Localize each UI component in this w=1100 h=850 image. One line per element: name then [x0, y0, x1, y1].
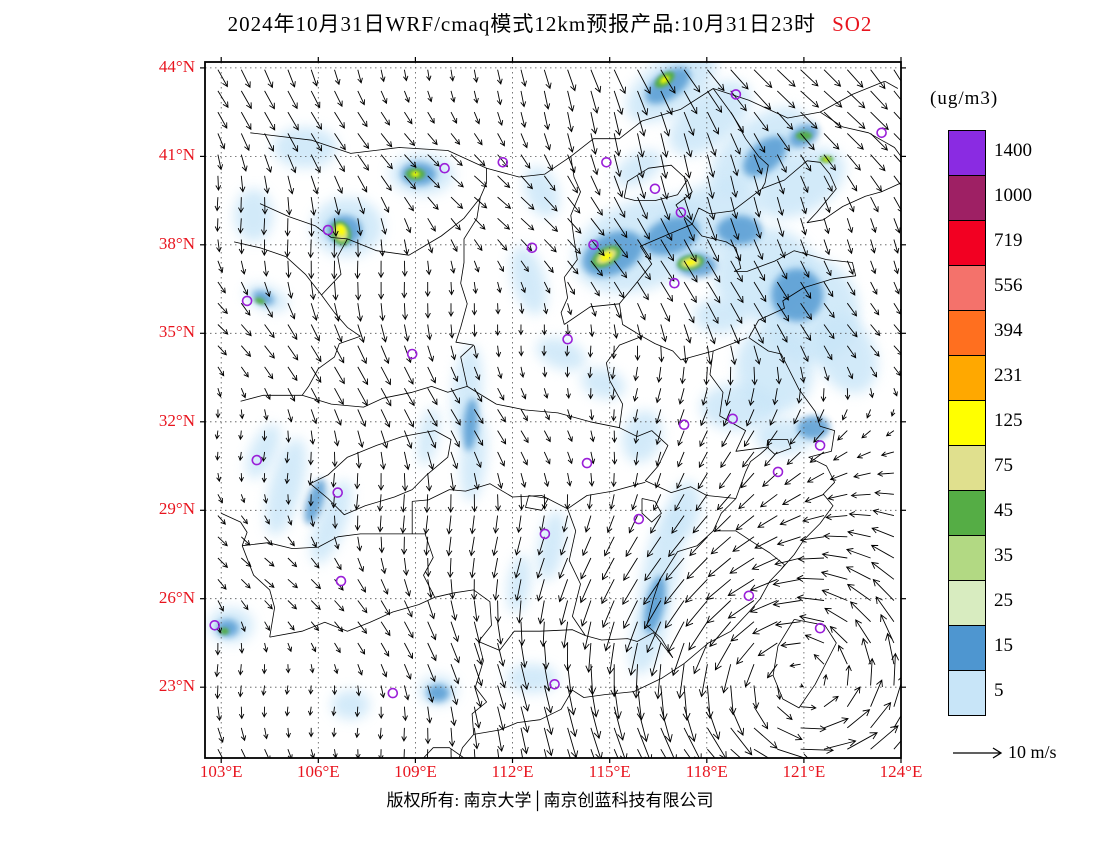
title-species: SO2: [832, 12, 873, 36]
legend-level-label: 394: [994, 320, 1023, 341]
legend-colorbar: [948, 130, 986, 716]
page-title: 2024年10月31日WRF/cmaq模式12km预报产品:10月31日23时 S…: [0, 8, 1100, 38]
legend-level-label: 556: [994, 275, 1023, 296]
graticule-grid-lines: [205, 62, 901, 758]
province-boundaries: [221, 80, 901, 758]
x-tick-label: 121°E: [782, 762, 826, 781]
wind-vector-layer: [214, 69, 901, 758]
y-tick-label: 44°N: [158, 56, 195, 76]
wind-reference-arrow: [953, 747, 1003, 759]
city-markers: [209, 89, 887, 699]
y-tick-label: 23°N: [158, 676, 195, 696]
title-text: 2024年10月31日WRF/cmaq模式12km预报产品:10月31日23时: [227, 12, 817, 36]
legend-level-label: 719: [994, 230, 1023, 251]
legend-level-label: 45: [994, 500, 1013, 521]
legend-swatch: [949, 581, 985, 626]
copyright: 版权所有: 南京大学│南京创蓝科技有限公司: [386, 791, 714, 810]
x-tick-label: 103°E: [199, 762, 243, 781]
y-tick-label: 32°N: [158, 410, 195, 430]
legend-swatch: [949, 176, 985, 221]
legend-level-label: 35: [994, 545, 1013, 566]
x-tick-label: 106°E: [296, 762, 340, 781]
x-tick-label: 124°E: [879, 762, 923, 781]
legend-swatch: [949, 491, 985, 536]
legend-level-label: 75: [994, 455, 1013, 476]
legend-level-label: 1000: [994, 185, 1032, 206]
legend-swatch: [949, 311, 985, 356]
x-tick-label: 109°E: [394, 762, 437, 781]
y-tick-label: 38°N: [158, 233, 195, 253]
so2-concentration-layer: [208, 62, 878, 720]
legend-swatch: [949, 401, 985, 446]
legend-level-label: 1400: [994, 140, 1032, 161]
wind-reference-label: 10 m/s: [1008, 742, 1057, 762]
legend-swatch: [949, 536, 985, 581]
legend-level-label: 5: [994, 680, 1004, 701]
x-tick-label: 112°E: [491, 762, 534, 781]
legend-unit: (ug/m3): [930, 88, 999, 109]
legend-swatch: [949, 626, 985, 671]
legend-swatch: [949, 446, 985, 491]
y-tick-label: 26°N: [158, 587, 195, 607]
legend-level-label: 15: [994, 635, 1013, 656]
y-tick-label: 35°N: [158, 322, 195, 342]
x-tick-label: 118°E: [685, 762, 728, 781]
y-tick-label: 41°N: [158, 145, 195, 165]
legend-level-label: 231: [994, 365, 1023, 386]
legend-swatch: [949, 266, 985, 311]
y-tick-label: 29°N: [158, 499, 195, 519]
map-frame: [204, 61, 902, 759]
legend-swatch: [949, 221, 985, 266]
legend-swatch: [949, 131, 985, 176]
legend-swatch: [949, 356, 985, 401]
legend-level-label: 125: [994, 410, 1023, 431]
x-tick-label: 115°E: [588, 762, 631, 781]
legend-level-label: 25: [994, 590, 1013, 611]
legend-swatch: [949, 671, 985, 715]
